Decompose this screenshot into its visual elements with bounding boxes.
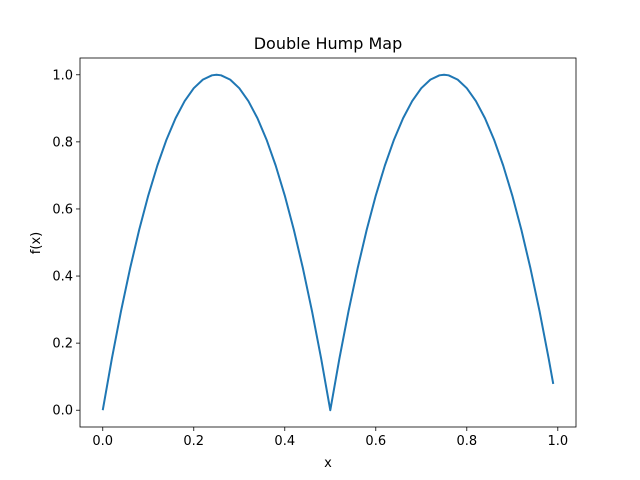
- y-axis-ticks: 0.0 0.2 0.4 0.6 0.8 1.0: [52, 68, 80, 419]
- y-tick-label: 0.4: [52, 270, 73, 285]
- x-tick-label: 0.2: [183, 434, 204, 449]
- x-tick-label: 0.4: [274, 434, 295, 449]
- y-tick-label: 1.0: [52, 68, 73, 83]
- y-tick-label: 0.0: [52, 404, 73, 419]
- x-tick-label: 0.8: [456, 434, 477, 449]
- axes-frame: [79, 57, 577, 428]
- x-tick-label: 0.6: [365, 434, 386, 449]
- x-axis-ticks: 0.0 0.2 0.4 0.6 0.8 1.0: [92, 427, 568, 449]
- series-line-0: [101, 73, 555, 412]
- y-tick-label: 0.6: [52, 202, 73, 217]
- x-tick-label: 0.0: [92, 434, 113, 449]
- y-axis-label: f(x): [29, 232, 44, 254]
- chart-title: Double Hump Map: [254, 34, 403, 53]
- y-tick-label: 0.8: [52, 135, 73, 150]
- y-tick-label: 0.2: [52, 337, 73, 352]
- plot-area: [101, 73, 555, 412]
- x-tick-label: 1.0: [547, 434, 568, 449]
- x-axis-label: x: [324, 456, 332, 471]
